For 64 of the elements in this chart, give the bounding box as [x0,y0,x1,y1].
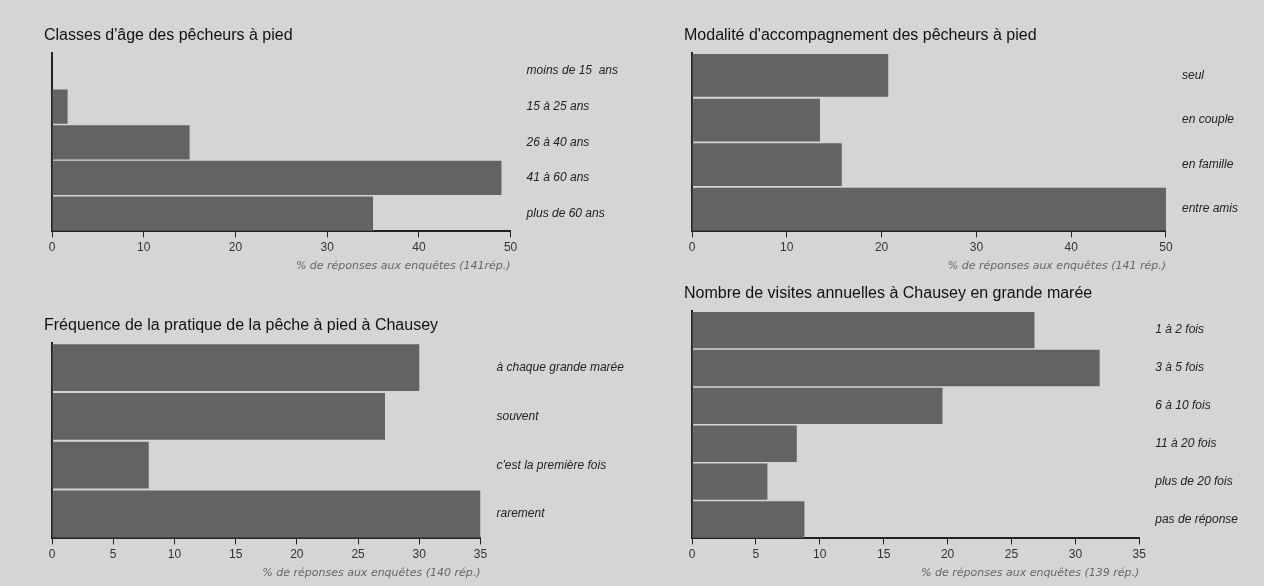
x-axis-title: % de réponses aux enquêtes (139 rép.) [921,566,1140,580]
x-tick-label: 25 [351,546,366,561]
bar [692,143,842,186]
bar [692,98,820,142]
x-axis-title: % de réponses aux enquêtes (141rép.) [295,259,511,273]
bar [52,441,149,489]
y-tick-label: 1 à 2 fois [1155,322,1204,337]
x-axis-title: % de réponses aux enquêtes (141 rép.) [947,259,1166,273]
x-axis-title: % de réponses aux enquêtes (140 rép.) [262,566,481,580]
y-tick-label: 3 à 5 fois [1155,360,1204,375]
bar [692,349,1100,387]
y-tick-label: en couple [1181,112,1235,127]
x-tick-label: 20 [228,239,243,254]
bar [692,387,943,425]
x-tick-label: 30 [969,239,984,254]
y-tick-label: en famille [1181,156,1234,171]
x-tick-label: 0 [48,546,56,561]
y-tick-label: 6 à 10 fois [1155,398,1211,413]
x-tick-label: 20 [940,546,955,561]
x-tick-label: 50 [503,239,518,254]
bar [692,311,1035,349]
y-tick-label: moins de 15 ans [526,63,618,78]
y-tick-label: souvent [496,408,540,423]
y-tick-label: plus de 60 ans [525,205,605,220]
y-tick-label: pas de réponse [1154,511,1239,526]
x-tick-label: 50 [1159,239,1173,254]
x-tick-label: 0 [688,546,696,561]
x-tick-label: 10 [813,546,827,561]
y-tick-label: à chaque grande marée [496,359,625,374]
x-tick-label: 35 [473,546,488,561]
x-tick-label: 15 [228,546,243,561]
chart-title: Modalité d'accompagnement des pêcheurs à pied [684,26,1037,44]
y-tick-label: rarement [496,506,546,521]
chart-title: Classes d'âge des pêcheurs à pied [44,26,293,44]
y-tick-label: 41 à 60 ans [526,170,590,185]
y-tick-label: 15 à 25 ans [526,99,590,113]
x-tick-label: 30 [412,546,427,561]
y-tick-label: 26 à 40 ans [525,134,590,149]
x-tick-label: 30 [320,239,335,254]
y-tick-label: plus de 20 fois [1154,473,1233,488]
x-tick-label: 5 [109,546,117,561]
bar [52,392,386,440]
x-tick-label: 15 [877,546,891,561]
x-tick-label: 30 [1068,546,1083,561]
bar [52,344,420,392]
x-tick-label: 35 [1132,546,1147,561]
y-tick-label: entre amis [1181,201,1239,216]
chart-title: Fréquence de la pratique de la pêche à pied à Chausey [44,316,439,334]
y-tick-label: c'est la première fois [496,457,607,472]
x-tick-label: 40 [1064,239,1079,254]
x-tick-label: 20 [290,546,304,561]
x-tick-label: 10 [167,546,182,561]
x-tick-label: 40 [412,239,426,254]
y-tick-label: 11 à 20 fois [1155,436,1217,451]
bar [692,54,889,97]
x-tick-label: 10 [137,239,151,254]
chart-title: Nombre de visites annuelles à Chausey en grande marée [684,284,1093,302]
x-tick-label: 0 [688,239,696,254]
x-tick-label: 25 [1004,546,1019,561]
x-tick-label: 5 [752,546,760,561]
y-tick-label: seul [1181,67,1205,82]
x-tick-label: 20 [874,239,889,254]
x-tick-label: 10 [780,239,794,254]
x-tick-label: 0 [48,239,56,254]
